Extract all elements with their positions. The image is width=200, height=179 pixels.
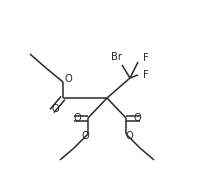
Text: O: O [51,104,59,114]
Text: F: F [142,53,148,63]
Text: O: O [81,131,88,141]
Text: F: F [142,70,148,80]
Text: O: O [73,113,80,123]
Text: O: O [132,113,140,123]
Text: O: O [64,74,72,84]
Text: O: O [125,131,132,141]
Text: Br: Br [111,52,122,62]
